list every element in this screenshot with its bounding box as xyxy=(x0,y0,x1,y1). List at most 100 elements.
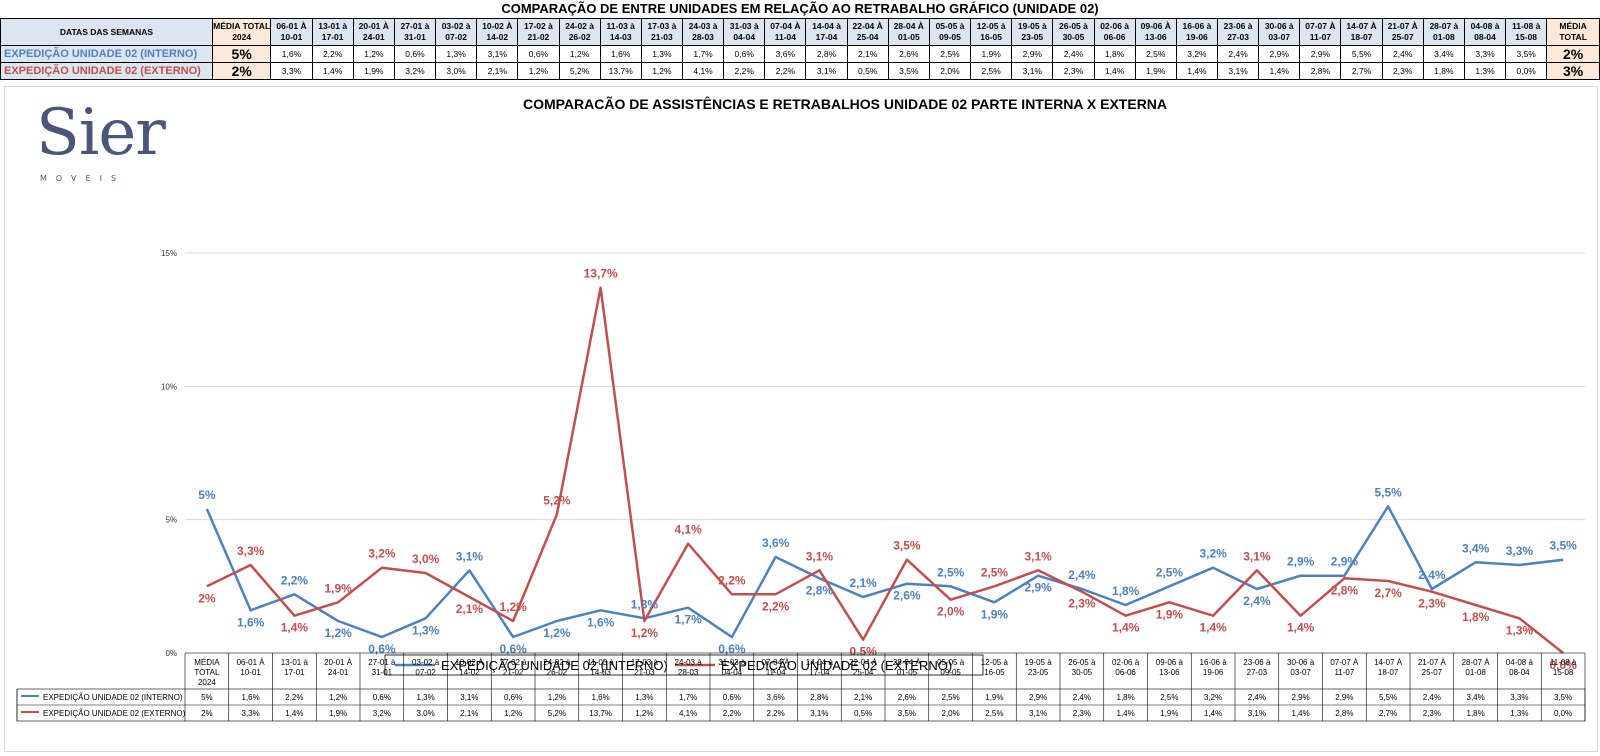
table-value: 3,5% xyxy=(1554,693,1572,702)
week-header: 23-06 à 27-03 xyxy=(1216,18,1260,46)
table-value: 1,3% xyxy=(1510,709,1528,718)
data-label-externo: 3,1% xyxy=(806,549,834,563)
summary-cell: 2,6% xyxy=(887,45,930,63)
table-value: 1,4% xyxy=(1292,709,1310,718)
summary-cell: 2,3% xyxy=(1052,62,1095,80)
data-label-externo: 5,2% xyxy=(543,493,571,507)
summary-cell: 3,3% xyxy=(270,62,313,80)
table-value: 2,1% xyxy=(854,693,872,702)
summary-cell: 5,2% xyxy=(558,62,601,80)
row-label-externo: EXPEDIÇÃO UNIDADE 02 (EXTERNO) xyxy=(0,62,213,80)
data-label-externo: 2,8% xyxy=(1331,583,1359,597)
data-label-externo: 1,9% xyxy=(324,581,352,595)
sier-logo: Sier MOVEIS xyxy=(36,96,196,192)
avg-end-value: 3% xyxy=(1546,62,1600,80)
data-label-interno: 2,2% xyxy=(281,573,309,587)
summary-cell: 3,4% xyxy=(1422,45,1465,63)
category-label: 26-05 à 30-05 xyxy=(1068,658,1096,677)
data-label-interno: 1,9% xyxy=(981,607,1009,621)
table-value: 1,9% xyxy=(1160,709,1178,718)
summary-header-row: DATAS DAS SEMANAS MÉDIA TOTAL 2024 06-01… xyxy=(0,18,1600,46)
data-label-externo: 3,1% xyxy=(1024,549,1052,563)
summary-cell: 1,2% xyxy=(640,62,683,80)
category-label: 12-05 à 16-05 xyxy=(981,658,1009,677)
data-label-externo: 2,7% xyxy=(1374,586,1402,600)
week-header: 11-03 à 14-03 xyxy=(599,18,642,46)
week-header: 05-05 à 09-05 xyxy=(928,18,972,46)
summary-cell: 1,3% xyxy=(1463,62,1507,80)
table-value: 2,5% xyxy=(985,709,1003,718)
data-label-interno: 2,5% xyxy=(937,565,965,579)
summary-cell: 2,1% xyxy=(476,62,519,80)
table-series-label: EXPEDIÇÃO UNIDADE 02 (INTERNO) xyxy=(43,693,183,702)
table-value: 1,9% xyxy=(985,693,1003,702)
data-label-interno: 3,5% xyxy=(1549,539,1577,553)
avg-end-label: MÉDIA TOTAL xyxy=(1546,18,1600,46)
week-header: 14-07 À 18-07 xyxy=(1340,18,1383,46)
table-value: 2,9% xyxy=(1029,693,1047,702)
category-label: 28-07 À 01-08 xyxy=(1462,658,1491,677)
week-header: 17-03 à 21-03 xyxy=(640,18,683,46)
category-label: 07-07 À 11-07 xyxy=(1330,658,1359,677)
y-tick-label: 10% xyxy=(161,382,177,391)
summary-table: DATAS DAS SEMANAS MÉDIA TOTAL 2024 06-01… xyxy=(0,18,1600,80)
summary-cell: 2,0% xyxy=(928,62,972,80)
legend-label-externo: EXPEDIÇÃO UNIDADE 02 (EXTERNO) xyxy=(721,658,952,673)
week-header: 14-04 à 17-04 xyxy=(805,18,848,46)
summary-cell: 13,7% xyxy=(599,62,642,80)
table-value: 1,6% xyxy=(592,693,610,702)
category-label: 07-04 À 11-04 xyxy=(762,658,791,677)
summary-cell: 1,4% xyxy=(1258,62,1301,80)
data-label-externo: 2,1% xyxy=(456,602,484,616)
data-label-interno: 1,3% xyxy=(631,597,659,611)
table-value: 3,1% xyxy=(1248,709,1266,718)
data-label-externo: 0,0% xyxy=(1549,658,1577,672)
category-label: 04-08 à 08-04 xyxy=(1506,658,1534,677)
summary-cell: 0,6% xyxy=(517,45,560,63)
summary-cell: 3,5% xyxy=(1505,45,1548,63)
summary-cell: 3,1% xyxy=(1011,62,1054,80)
week-header: 17-02 à 21-02 xyxy=(517,18,560,46)
data-label-interno: 1,2% xyxy=(543,626,571,640)
table-series-label: EXPEDIÇÃO UNIDADE 02 (EXTERNO) xyxy=(43,709,186,718)
avg-interno: 5% xyxy=(211,45,272,63)
week-header: 28-04 À 01-05 xyxy=(887,18,930,46)
data-label-interno: 2,9% xyxy=(1287,555,1315,569)
series-line-interno xyxy=(205,505,1564,639)
page-title: COMPARAÇÃO DE ENTRE UNIDADES EM RELAÇÃO … xyxy=(501,1,1099,16)
table-value: 2,1% xyxy=(460,709,478,718)
category-label: 06-01 À 10-01 xyxy=(237,658,266,677)
data-label-interno: 1,6% xyxy=(587,615,615,629)
summary-cell: 2,5% xyxy=(928,45,972,63)
summary-cell: 1,4% xyxy=(311,62,354,80)
data-label-interno: 2,5% xyxy=(1156,565,1184,579)
data-label-externo: 3,1% xyxy=(1243,549,1271,563)
table-value: 2,3% xyxy=(1423,709,1441,718)
table-value: 3,6% xyxy=(767,693,785,702)
logo-subtitle: MOVEIS xyxy=(40,174,126,183)
data-label-interno: 1,6% xyxy=(237,615,265,629)
summary-cell: 2,3% xyxy=(1381,62,1424,80)
category-label: MÉDIA TOTAL 2024 xyxy=(194,658,220,687)
summary-cell: 2,4% xyxy=(1381,45,1424,63)
summary-cell: 3,1% xyxy=(805,62,848,80)
table-value: 2,2% xyxy=(767,709,785,718)
data-label-externo: 1,4% xyxy=(1199,621,1227,635)
category-label: 23-06 à 27-03 xyxy=(1243,658,1271,677)
table-value: 2,5% xyxy=(942,693,960,702)
table-value: 5,5% xyxy=(1379,693,1397,702)
summary-cell: 4,1% xyxy=(681,62,725,80)
summary-row-interno: EXPEDIÇÃO UNIDADE 02 (INTERNO) 5% 1,6% 2,… xyxy=(0,45,1600,63)
summary-cell: 1,8% xyxy=(1422,62,1465,80)
data-label-externo: 1,4% xyxy=(281,621,309,635)
table-value: 0,6% xyxy=(504,693,522,702)
data-label-externo: 2,0% xyxy=(937,605,965,619)
data-label-externo: 2,2% xyxy=(762,599,790,613)
data-label-interno: 3,4% xyxy=(1462,541,1490,555)
summary-cell: 1,6% xyxy=(270,45,313,63)
summary-cell: 1,2% xyxy=(558,45,601,63)
summary-cell: 2,9% xyxy=(1258,45,1301,63)
week-header: 24-02 à 26-02 xyxy=(558,18,601,46)
line-chart: COMPARACÃO DE ASSISTÊNCIAS E RETRABALHOS… xyxy=(16,95,1586,722)
summary-cell: 2,7% xyxy=(1340,62,1383,80)
